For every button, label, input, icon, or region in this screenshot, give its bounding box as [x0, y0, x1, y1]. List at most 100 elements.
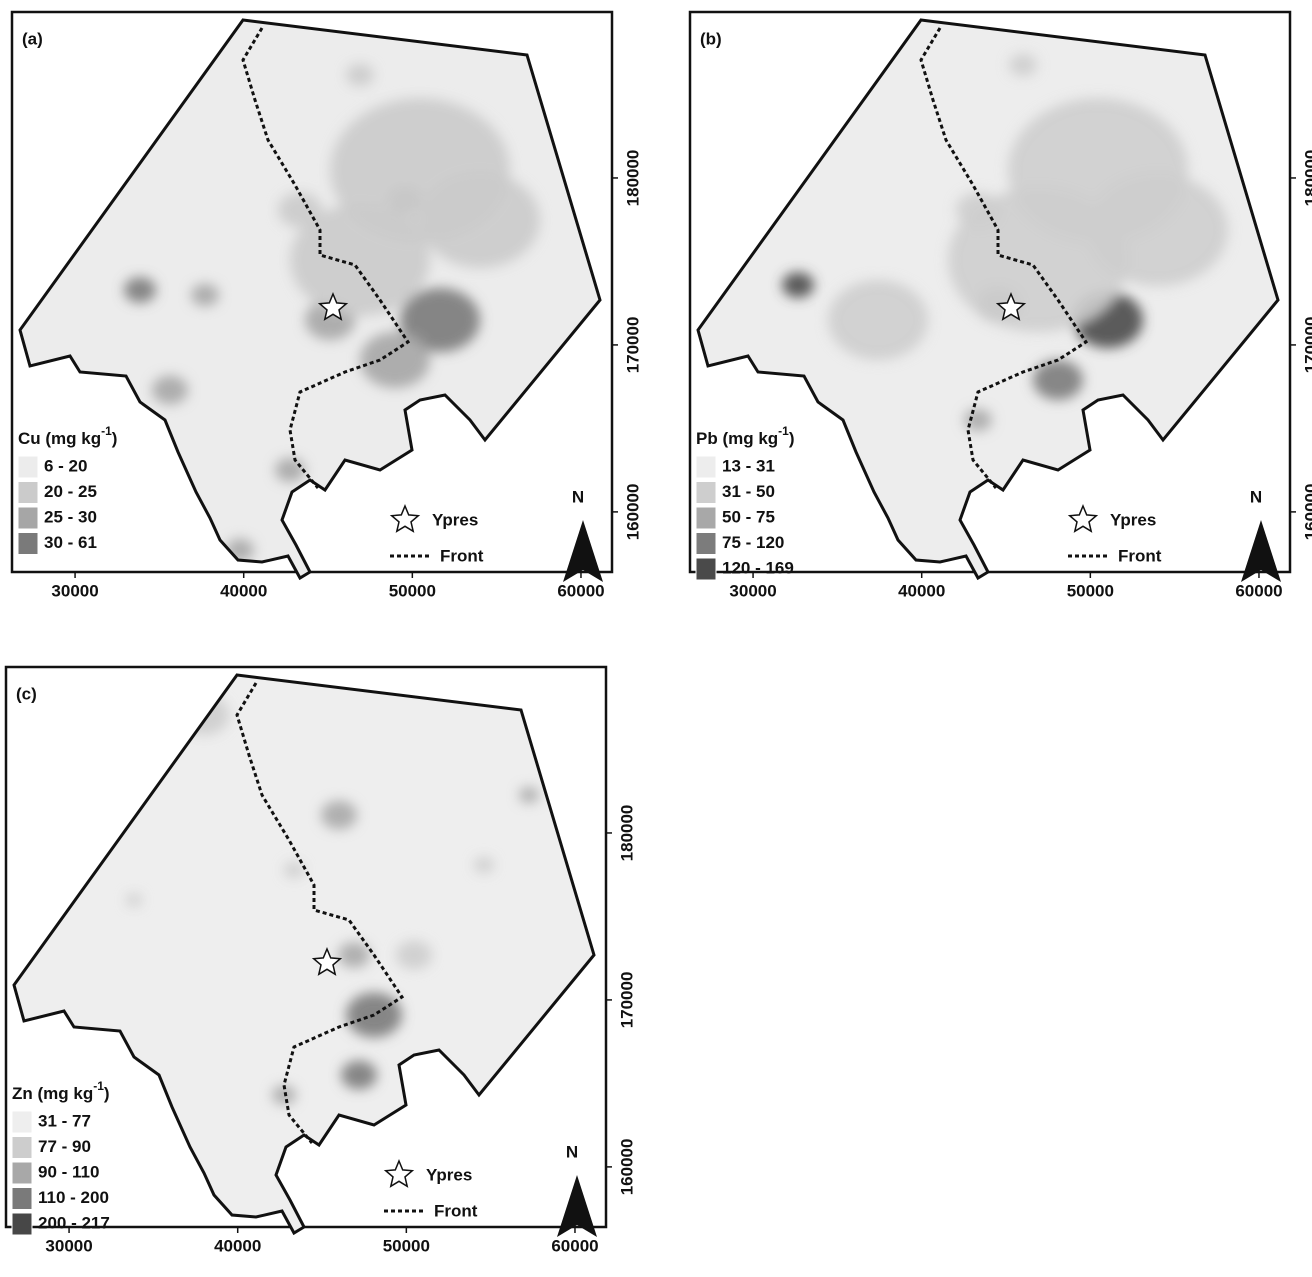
x-tick-label: 50000 — [383, 1236, 430, 1255]
legend-swatch — [695, 455, 717, 479]
north-arrow-left — [1241, 520, 1261, 582]
concentration-patch — [964, 408, 992, 432]
y-tick-label: 170000 — [623, 317, 642, 374]
front-line — [919, 27, 1089, 489]
concentration-patch — [420, 172, 540, 268]
x-tick-label: 40000 — [214, 1236, 261, 1255]
concentration-patch — [278, 192, 322, 228]
legend-title-part: -1 — [778, 424, 789, 438]
front-line — [235, 682, 405, 1144]
x-tick-label: 40000 — [220, 581, 267, 600]
legend-swatch — [17, 506, 39, 530]
concentration-patch — [321, 800, 357, 830]
ypres-marker — [995, 292, 1027, 321]
x-tick-label: 50000 — [1067, 581, 1114, 600]
concentration-patch — [474, 857, 494, 873]
concentration-patch — [782, 272, 814, 298]
legend-title-part: ) — [104, 1084, 110, 1103]
legend-title-part: Pb (mg kg — [696, 429, 778, 448]
legend-front-label: Front — [440, 546, 484, 565]
y-tick-label: 160000 — [623, 484, 642, 541]
legend-swatch — [11, 1187, 33, 1210]
legend-label: 25 - 30 — [44, 507, 97, 526]
y-tick-label: 180000 — [623, 150, 642, 207]
map-panel: (b) 30000 40000 50000 60000 160000 170000 18000… — [688, 10, 1312, 600]
legend-title-part: -1 — [93, 1079, 104, 1093]
legend-star-label: Ypres — [432, 510, 478, 529]
concentration-patch — [1033, 360, 1083, 400]
north-arrow-right — [577, 1175, 597, 1237]
legend-title-part: Zn (mg kg — [12, 1084, 93, 1103]
region-boundary — [18, 18, 602, 581]
concentration-patch — [191, 283, 219, 307]
x-tick-label: 60000 — [1235, 581, 1282, 600]
legend-star — [1067, 504, 1099, 533]
y-tick-label: 180000 — [617, 805, 636, 862]
legend-title-part: -1 — [101, 424, 112, 438]
x-tick-label: 60000 — [551, 1236, 598, 1255]
x-tick-label: 40000 — [898, 581, 945, 600]
concentration-patch — [519, 787, 539, 803]
legend-front-label: Front — [434, 1201, 478, 1220]
x-tick-label: 30000 — [45, 1236, 92, 1255]
x-tick-label: 30000 — [729, 581, 776, 600]
legend-title-part: Cu (mg kg — [18, 429, 101, 448]
legend-label: 77 - 90 — [38, 1137, 91, 1156]
concentration-patch — [272, 1085, 296, 1105]
y-tick-label: 160000 — [1301, 484, 1312, 541]
legend-title-part: ) — [112, 429, 118, 448]
y-tick-label: 180000 — [1301, 150, 1312, 207]
north-arrow-right — [1261, 520, 1281, 582]
concentration-patch — [396, 940, 432, 970]
legend-label: 30 - 61 — [44, 533, 97, 552]
legend-swatch — [11, 1212, 33, 1236]
concentration-patch — [360, 332, 430, 388]
north-arrow-right — [583, 520, 603, 582]
concentration-patch — [124, 277, 156, 303]
legend-swatch — [17, 455, 39, 479]
north-label: N — [1250, 487, 1262, 506]
y-tick-label: 170000 — [1301, 317, 1312, 374]
concentration-patch — [338, 942, 370, 968]
legend-swatch — [695, 506, 717, 530]
north-arrow-left — [563, 520, 583, 582]
legend-label: 120 - 169 — [722, 558, 794, 577]
y-tick-label: 160000 — [617, 1139, 636, 1196]
legend-swatch — [11, 1136, 33, 1159]
legend-label: 90 - 110 — [38, 1162, 99, 1181]
legend-label: 6 - 20 — [44, 456, 87, 475]
concentration-patch — [341, 1060, 377, 1090]
legend-front-label: Front — [1118, 546, 1162, 565]
legend-title: Zn (mg kg-1) — [12, 1079, 110, 1103]
legend-title: Pb (mg kg-1) — [696, 424, 795, 448]
legend-title: Cu (mg kg-1) — [18, 424, 117, 448]
concentration-shading — [124, 63, 540, 562]
legend-swatch — [695, 481, 717, 504]
concentration-patch — [1009, 53, 1037, 77]
legend-title-part: ) — [789, 429, 795, 448]
concentration-patch — [828, 280, 928, 360]
north-label: N — [566, 1142, 578, 1161]
map-panel: (c) 30000 40000 50000 60000 160000 170000 18000… — [4, 665, 636, 1255]
legend-label: 31 - 50 — [722, 482, 775, 501]
legend-star — [389, 504, 421, 533]
legend-star-label: Ypres — [1110, 510, 1156, 529]
concentration-patch — [284, 862, 304, 878]
y-tick-label: 170000 — [617, 972, 636, 1029]
concentration-patch — [346, 63, 374, 87]
legend-swatch — [11, 1161, 33, 1185]
map-panel: (a) 30000 40000 50000 60000 160000 170000 18000… — [10, 10, 642, 600]
legend-label: 31 - 77 — [38, 1111, 91, 1130]
legend-swatch — [17, 532, 39, 555]
legend-label: 110 - 200 — [38, 1188, 109, 1207]
region-area — [14, 675, 594, 1233]
panel-label: (a) — [22, 29, 43, 48]
x-tick-label: 50000 — [389, 581, 436, 600]
panel-label: (c) — [16, 684, 37, 703]
legend-star-label: Ypres — [426, 1165, 472, 1184]
concentration-patch — [126, 893, 142, 907]
legend-swatch — [17, 481, 39, 504]
legend-swatch — [695, 557, 717, 581]
north-label: N — [572, 487, 584, 506]
x-tick-label: 30000 — [51, 581, 98, 600]
